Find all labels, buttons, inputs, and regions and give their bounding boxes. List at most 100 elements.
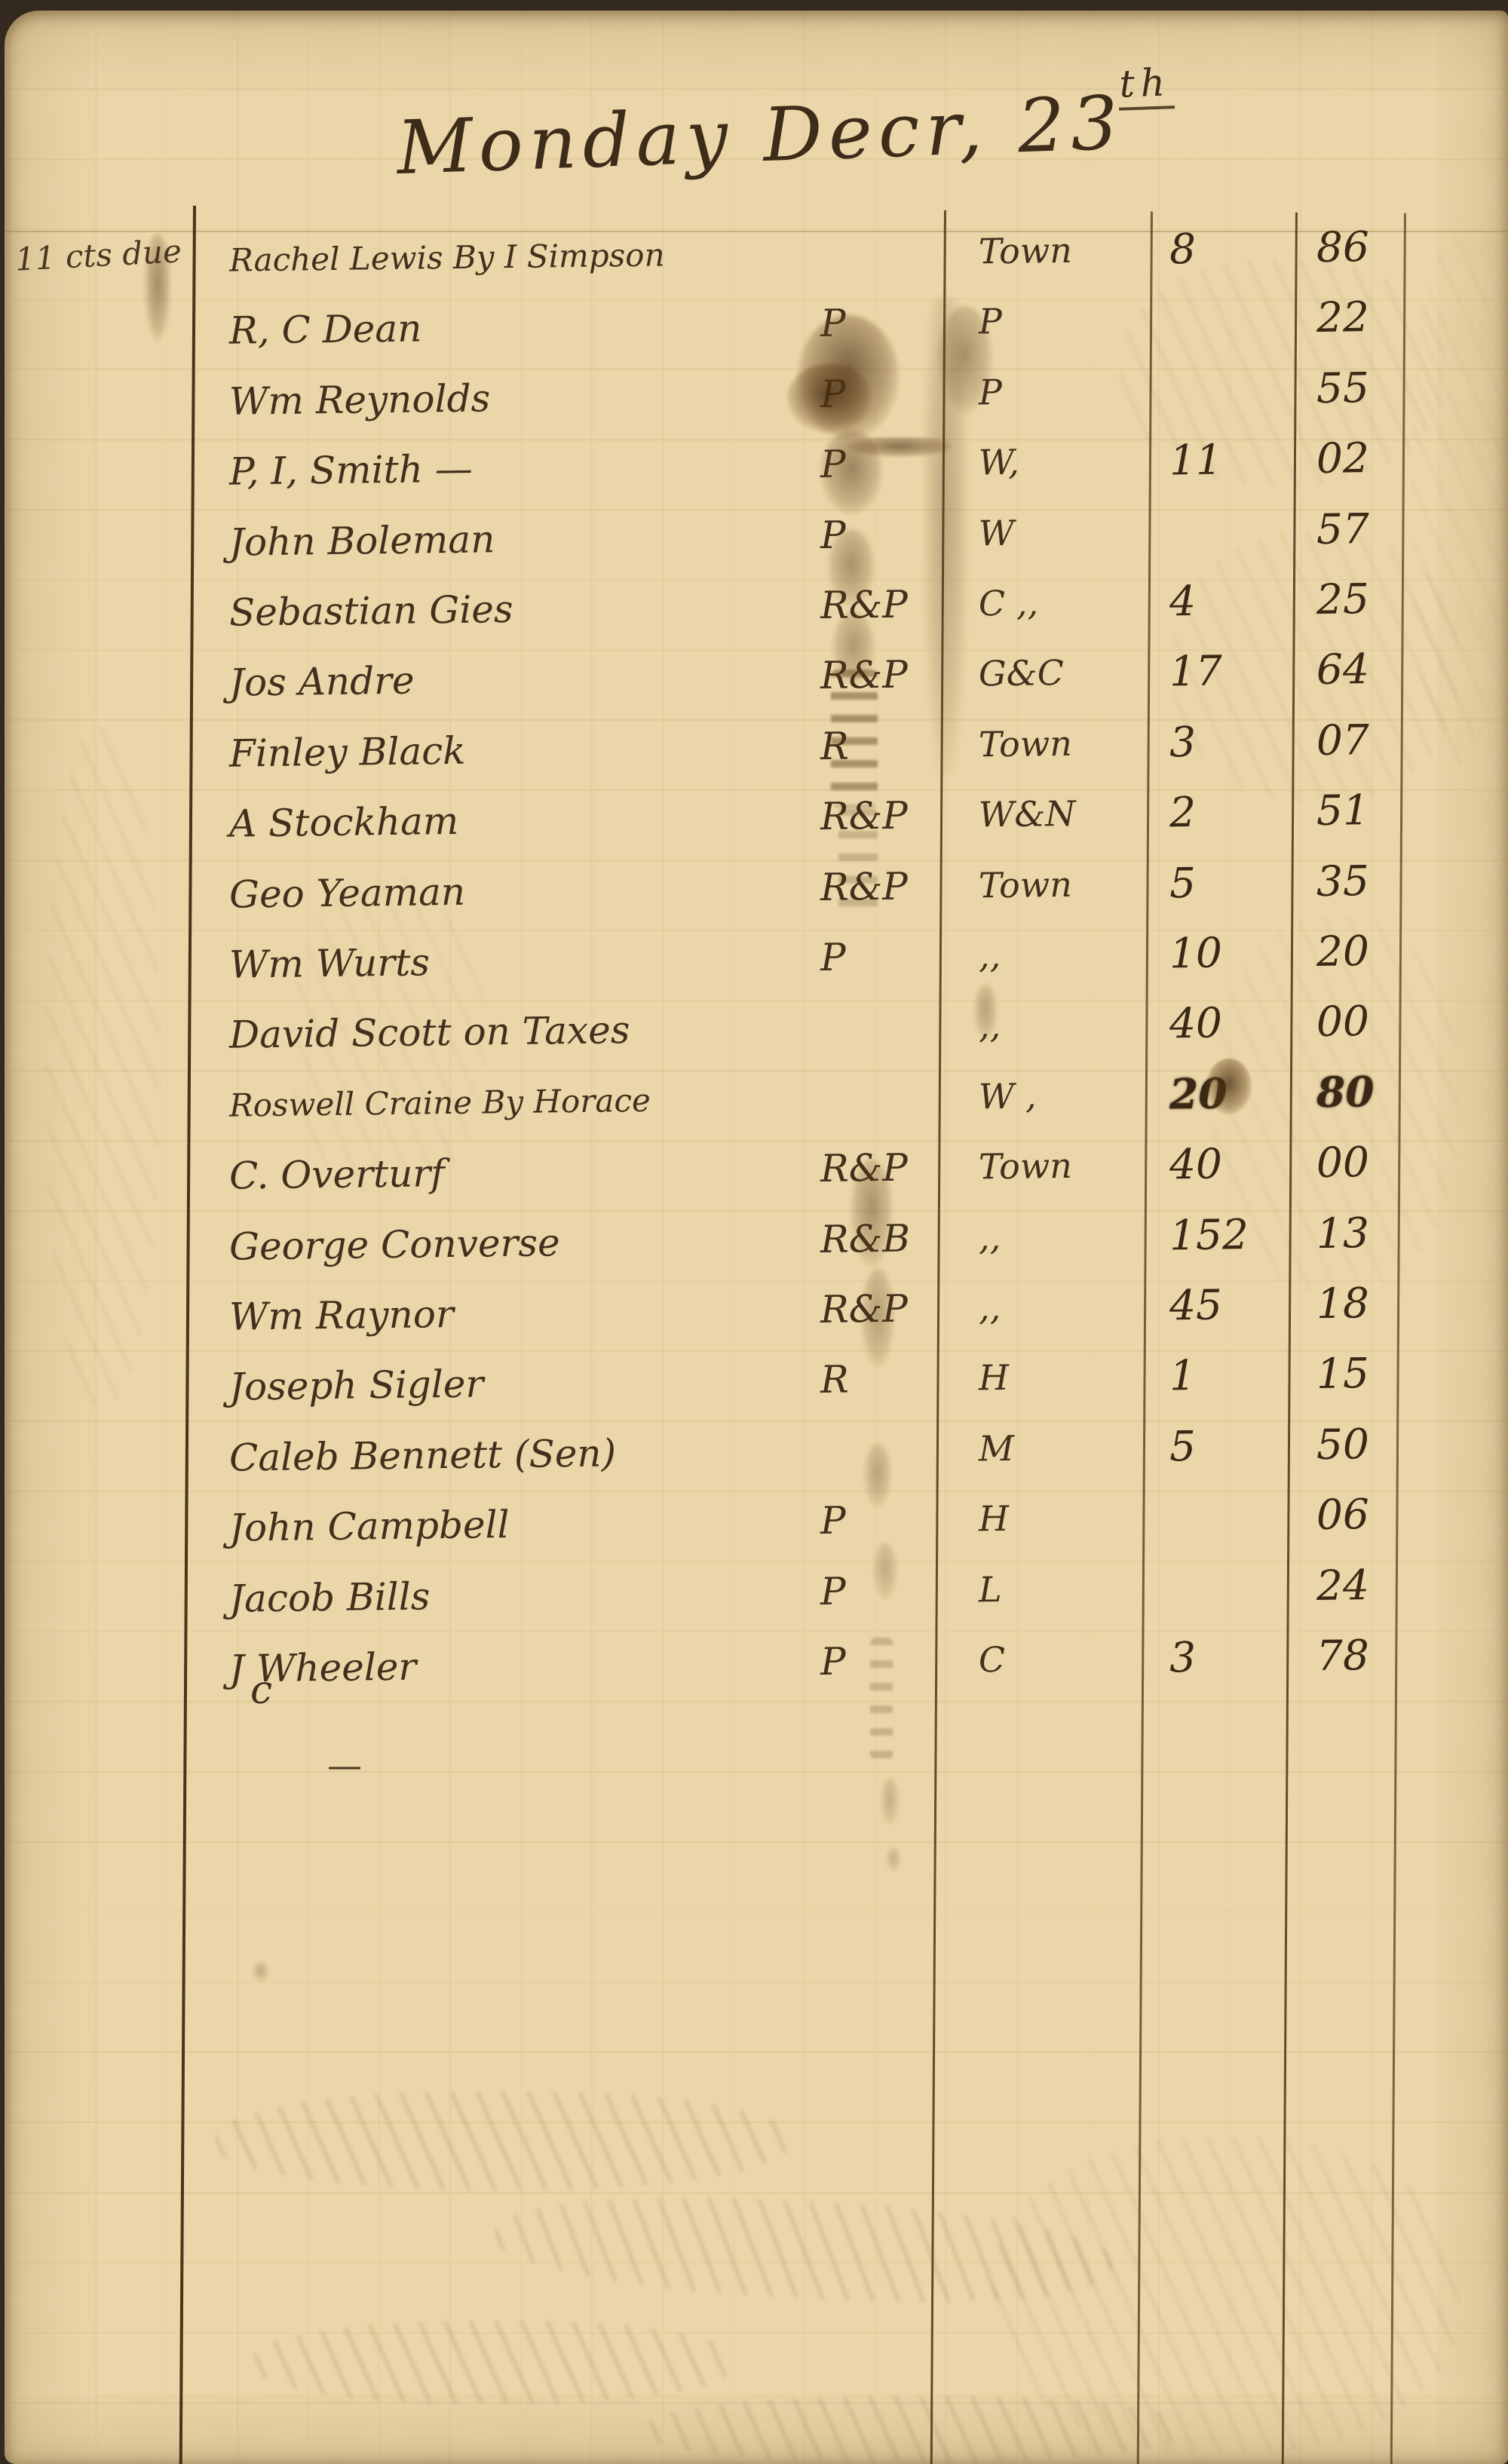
cell-place: L: [978, 1568, 1002, 1610]
cell-mark: R&P: [820, 1145, 909, 1191]
cell-name: Jacob Bills: [228, 1574, 431, 1621]
cell-name: P, I, Smith —: [228, 446, 474, 494]
cell-place: P: [978, 301, 1003, 342]
cell-dollars: 40: [1169, 998, 1223, 1048]
cell-dollars: 8: [1169, 224, 1197, 274]
cell-name: Jos Andre: [228, 658, 415, 705]
cell-cents: 13: [1316, 1208, 1370, 1258]
cell-place: ,,: [978, 935, 1001, 976]
cell-place: ,,: [978, 1287, 1001, 1329]
cell-place: Town: [978, 722, 1073, 765]
stray-dash: —: [327, 1745, 362, 1785]
ledger-rows: Rachel Lewis By I Simpson Town 8 86 R, C Dea…: [5, 11, 1508, 2464]
cell-name: Geo Yeaman: [228, 869, 466, 917]
ledger-page: Monday Decr, 23th 11 cts due Rachel Lewi…: [5, 11, 1508, 2464]
cell-cents: 78: [1316, 1631, 1370, 1680]
cell-cents: 51: [1316, 786, 1370, 835]
cell-place: W ,: [978, 1075, 1037, 1117]
cell-mark: P: [820, 301, 847, 346]
cell-name: David Scott on Taxes: [228, 1008, 630, 1057]
cell-place: Town: [978, 1145, 1073, 1188]
cell-cents: 00: [1316, 997, 1370, 1047]
cell-cents: 00: [1316, 1138, 1370, 1188]
cell-cents: 15: [1316, 1349, 1370, 1399]
cell-mark: P: [820, 513, 847, 557]
cell-dollars: 17: [1169, 646, 1223, 696]
cell-name: Caleb Bennett (Sen): [228, 1431, 617, 1480]
cell-place: W,: [978, 441, 1020, 483]
cell-dollars: 10: [1169, 928, 1223, 978]
cell-mark: P: [820, 935, 847, 979]
cell-cents: 07: [1316, 715, 1370, 765]
cell-mark: P: [820, 1498, 847, 1543]
cell-mark: P: [820, 372, 847, 416]
cell-name: Finley Black: [228, 728, 466, 776]
cell-mark: R&P: [820, 652, 909, 698]
cell-dollars: 5: [1169, 858, 1197, 907]
cell-mark: P: [820, 442, 847, 487]
cell-mark: P: [820, 1569, 847, 1614]
cell-place: P: [978, 371, 1003, 413]
cell-cents: 57: [1316, 504, 1370, 553]
cell-mark: R&P: [820, 1286, 909, 1332]
cell-mark: P: [820, 1639, 847, 1684]
cell-dollars: 45: [1169, 1280, 1223, 1330]
cell-cents: 02: [1316, 434, 1370, 483]
cell-place: G&C: [978, 652, 1065, 694]
cell-name: R, C Dean: [228, 306, 422, 353]
cell-cents: 24: [1316, 1560, 1370, 1610]
cell-dollars: 2: [1169, 788, 1197, 837]
cell-name: C. Overturf: [228, 1151, 446, 1198]
cell-mark: R: [820, 1357, 850, 1402]
cell-dollars: 5: [1169, 1421, 1197, 1471]
cell-dollars: 3: [1169, 717, 1197, 767]
cell-place: C ,,: [978, 582, 1039, 624]
cell-cents: 06: [1316, 1490, 1370, 1540]
cell-name: A Stockham: [228, 799, 459, 846]
cell-name: Roswell Craine By Horace: [228, 1081, 651, 1124]
cell-place: ,,: [978, 1216, 1001, 1258]
cell-dollars: 40: [1169, 1139, 1223, 1189]
cell-name: John Boleman: [228, 516, 495, 565]
cell-cents: 86: [1316, 222, 1370, 271]
cell-cents: 22: [1316, 293, 1370, 342]
cell-place: W&N: [978, 793, 1076, 835]
cell-name: Rachel Lewis By I Simpson: [228, 236, 665, 279]
cell-cents: 35: [1316, 856, 1370, 906]
cell-place: M: [978, 1427, 1015, 1470]
cell-name: Sebastian Gies: [228, 587, 513, 635]
cell-name: Wm Raynor: [228, 1292, 455, 1339]
cell-place: W: [978, 512, 1015, 554]
cell-place: Town: [978, 229, 1073, 272]
cell-mark: R&P: [820, 864, 909, 909]
cell-name: Wm Wurts: [228, 940, 431, 987]
cell-dollars: 20: [1169, 1068, 1228, 1119]
cell-dollars: 152: [1169, 1209, 1249, 1259]
cell-cents: 25: [1316, 575, 1370, 624]
cell-name: Joseph Sigler: [228, 1362, 484, 1409]
cell-place: H: [978, 1357, 1010, 1399]
cell-name: John Campbell: [228, 1503, 510, 1550]
cell-cents: 80: [1316, 1066, 1375, 1117]
cell-place: H: [978, 1498, 1010, 1540]
cell-mark: R: [820, 724, 850, 768]
cell-dollars: 4: [1169, 576, 1197, 626]
cell-cents: 55: [1316, 363, 1370, 412]
cell-cents: 18: [1316, 1279, 1370, 1328]
cell-name: Wm Reynolds: [228, 376, 491, 424]
faint-rule: [5, 231, 1508, 232]
cell-dollars: 11: [1169, 435, 1223, 485]
cell-mark: R&P: [820, 793, 909, 839]
cell-mark: R&P: [820, 582, 909, 627]
cell-place: C: [978, 1639, 1006, 1681]
cell-mark: R&B: [820, 1216, 911, 1261]
cell-cents: 20: [1316, 927, 1370, 976]
cell-dollars: 3: [1169, 1632, 1197, 1682]
cell-place: Town: [978, 863, 1073, 906]
cell-cents: 64: [1316, 645, 1370, 694]
cell-name: George Converse: [228, 1220, 560, 1269]
cell-dollars: 1: [1169, 1351, 1197, 1400]
cell-place: ,,: [978, 1005, 1001, 1047]
stray-letter: c: [250, 1668, 273, 1713]
